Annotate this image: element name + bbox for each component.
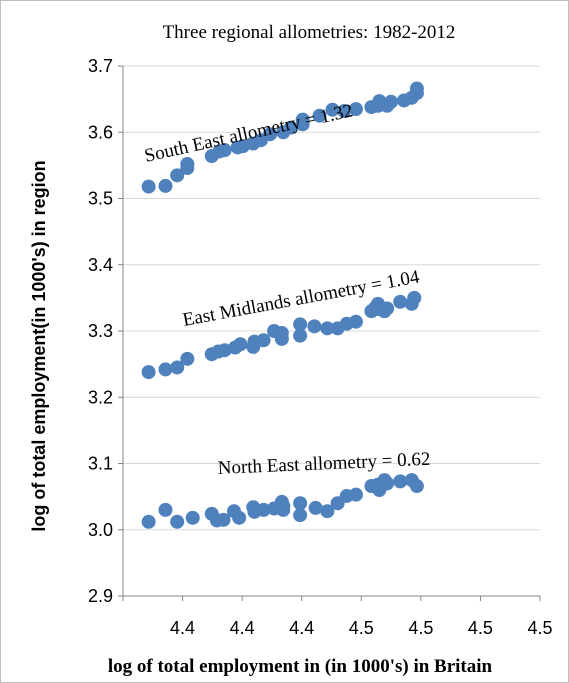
- x-tick-label: 4.4: [230, 618, 255, 638]
- y-tick-label: 3.6: [88, 122, 113, 142]
- data-point: [295, 112, 310, 127]
- data-point: [380, 301, 395, 316]
- x-tick-label: 4.5: [408, 618, 433, 638]
- data-point: [256, 333, 271, 348]
- axes: [118, 65, 541, 601]
- data-point: [325, 102, 340, 117]
- data-point: [216, 512, 231, 527]
- data-point: [307, 319, 322, 334]
- y-tick-label: 3.3: [88, 321, 113, 341]
- data-point: [407, 290, 422, 305]
- x-tick-label: 4.5: [527, 618, 552, 638]
- data-point: [185, 510, 200, 525]
- data-point: [293, 328, 308, 343]
- data-point: [293, 317, 308, 332]
- x-tick-labels: 4.4 4.4 4.4 4.5 4.5 4.5 4.5: [170, 618, 552, 638]
- data-point: [170, 514, 185, 529]
- y-tick-label: 3.7: [88, 56, 113, 76]
- data-point: [337, 104, 352, 119]
- data-point: [380, 476, 395, 491]
- y-tick-label: 3.0: [88, 520, 113, 540]
- data-point: [141, 365, 156, 380]
- data-point: [141, 179, 156, 194]
- data-point: [409, 81, 424, 96]
- chart-title: Three regional allometries: 1982-2012: [163, 22, 456, 43]
- y-tick-label: 3.4: [88, 255, 113, 275]
- data-point: [293, 496, 308, 511]
- data-point: [283, 120, 298, 135]
- x-tick-label: 4.4: [289, 618, 314, 638]
- data-point: [263, 127, 278, 142]
- data-point: [170, 360, 185, 375]
- x-tick-label: 4.4: [170, 618, 195, 638]
- annotation-north-east: North East allometry = 0.62: [217, 449, 431, 479]
- y-tick-labels: 2.9 3.0 3.1 3.2 3.3 3.4 3.5 3.6 3.7: [88, 56, 113, 606]
- y-axis-label: log of total employment(in 1000's) in re…: [29, 160, 49, 531]
- data-point: [158, 178, 173, 193]
- data-point: [393, 294, 408, 309]
- data-point: [348, 487, 363, 502]
- data-point: [312, 108, 327, 123]
- data-point: [232, 510, 247, 525]
- data-point: [276, 502, 291, 517]
- data-point: [180, 157, 195, 172]
- x-tick-label: 4.5: [349, 618, 374, 638]
- data-point: [348, 102, 363, 117]
- data-point: [256, 502, 271, 517]
- data-point: [217, 343, 232, 358]
- data-point: [274, 331, 289, 346]
- y-tick-label: 2.9: [88, 586, 113, 606]
- data-points: [141, 81, 424, 529]
- gridlines: [123, 65, 540, 531]
- annotation-south-east: South East allometry = 1.32: [143, 100, 355, 167]
- data-point: [170, 168, 185, 183]
- data-point: [180, 351, 195, 366]
- data-point: [409, 479, 424, 494]
- y-tick-label: 3.2: [88, 387, 113, 407]
- data-point: [393, 474, 408, 489]
- y-tick-label: 3.1: [88, 454, 113, 474]
- data-point: [320, 504, 335, 519]
- data-point: [158, 502, 173, 517]
- x-tick-label: 4.5: [468, 618, 493, 638]
- data-point: [320, 321, 335, 336]
- data-point: [217, 143, 232, 158]
- data-point: [158, 362, 173, 377]
- data-point: [141, 514, 156, 529]
- x-axis-label: log of total employment in (in 1000's) i…: [108, 656, 493, 677]
- data-point: [293, 508, 308, 523]
- data-point: [308, 500, 323, 515]
- y-tick-label: 3.5: [88, 189, 113, 209]
- data-point: [348, 314, 363, 329]
- data-point: [384, 94, 399, 109]
- data-point: [233, 337, 248, 352]
